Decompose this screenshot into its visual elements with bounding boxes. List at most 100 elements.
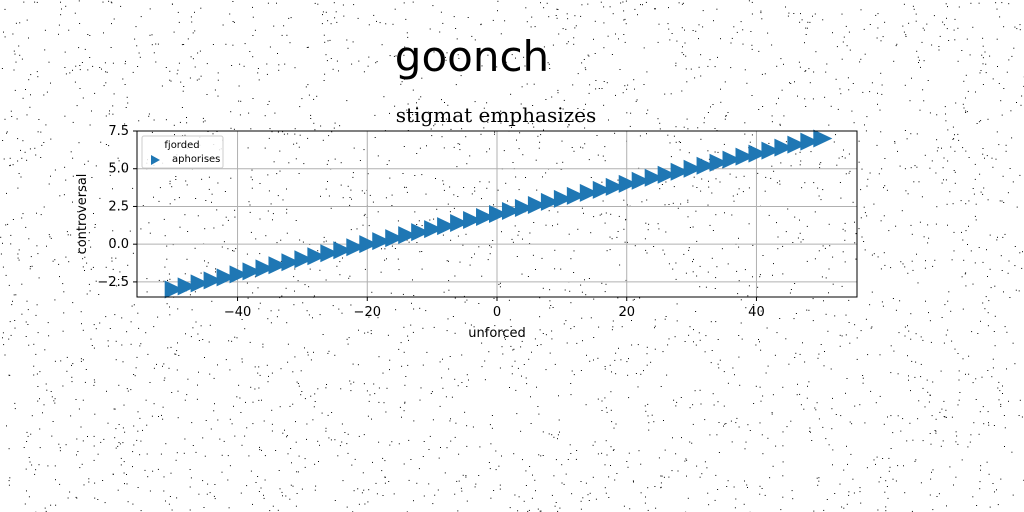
noise-dot (402, 173, 404, 174)
noise-dot (221, 471, 223, 473)
noise-dot (905, 36, 907, 37)
noise-dot (800, 13, 801, 15)
noise-dot (111, 2, 113, 4)
noise-dot (681, 437, 682, 439)
noise-dot (50, 138, 52, 140)
noise-dot (996, 131, 998, 133)
noise-dot (799, 21, 801, 23)
noise-dot (920, 336, 922, 338)
noise-dot (603, 104, 605, 106)
noise-dot (900, 261, 902, 263)
noise-dot (230, 111, 232, 113)
noise-dot (111, 23, 112, 25)
noise-dot (304, 458, 306, 460)
noise-dot (751, 13, 753, 15)
noise-dot (205, 200, 207, 201)
noise-dot (761, 434, 763, 436)
noise-dot (979, 481, 981, 483)
noise-dot (972, 26, 974, 28)
noise-dot (62, 385, 64, 387)
noise-dot (622, 1, 624, 3)
noise-dot (488, 181, 490, 183)
noise-dot (994, 285, 996, 287)
noise-dot (258, 387, 260, 389)
noise-dot (795, 352, 797, 354)
noise-dot (489, 424, 491, 426)
noise-dot (197, 215, 199, 217)
noise-dot (724, 212, 725, 214)
noise-dot (612, 13, 614, 15)
noise-dot (111, 257, 113, 259)
noise-dot (788, 363, 790, 365)
noise-dot (105, 71, 107, 73)
noise-dot (845, 314, 847, 316)
noise-dot (957, 60, 959, 62)
noise-dot (169, 306, 170, 308)
noise-dot (1008, 400, 1009, 402)
noise-dot (59, 447, 61, 449)
noise-dot (58, 24, 60, 26)
noise-dot (927, 242, 929, 244)
noise-dot (679, 149, 681, 151)
noise-dot (474, 39, 476, 41)
noise-dot (982, 153, 984, 155)
noise-dot (117, 157, 119, 159)
noise-dot (453, 207, 455, 209)
noise-dot (877, 13, 879, 15)
noise-dot (51, 435, 53, 437)
noise-dot (585, 294, 587, 296)
noise-dot (548, 63, 550, 65)
noise-dot (295, 421, 296, 423)
noise-dot (673, 399, 675, 401)
noise-dot (408, 339, 409, 341)
noise-dot (794, 216, 796, 218)
noise-dot (729, 173, 731, 175)
noise-dot (562, 161, 564, 163)
noise-dot (862, 375, 864, 376)
noise-dot (843, 469, 845, 471)
noise-dot (177, 342, 178, 344)
y-tick-label: 2.5 (108, 199, 129, 214)
noise-dot (204, 357, 205, 358)
noise-dot (847, 463, 848, 465)
noise-dot (731, 37, 733, 39)
noise-dot (367, 173, 369, 175)
noise-dot (852, 83, 854, 84)
noise-dot (613, 427, 615, 429)
noise-dot (0, 236, 2, 238)
data-point-triangle (489, 205, 508, 223)
noise-dot (429, 219, 431, 221)
noise-dot (643, 84, 645, 85)
noise-dot (581, 4, 583, 6)
noise-dot (98, 294, 100, 295)
noise-dot (190, 477, 192, 479)
noise-dot (77, 251, 79, 253)
noise-dot (633, 79, 635, 81)
noise-dot (493, 204, 494, 206)
noise-dot (797, 383, 798, 385)
noise-dot (751, 95, 753, 96)
noise-dot (915, 459, 917, 461)
noise-dot (511, 373, 513, 375)
noise-dot (647, 109, 649, 111)
noise-dot (439, 361, 441, 363)
noise-dot (861, 168, 863, 170)
noise-dot (416, 224, 418, 225)
noise-dot (953, 170, 955, 171)
noise-dot (222, 24, 224, 26)
noise-dot (378, 387, 380, 389)
noise-dot (644, 238, 646, 240)
noise-dot (515, 176, 517, 178)
noise-dot (765, 372, 767, 374)
noise-dot (595, 80, 597, 81)
noise-dot (227, 479, 229, 481)
noise-dot (677, 207, 679, 209)
noise-dot (500, 122, 502, 124)
noise-dot (0, 253, 2, 255)
noise-dot (60, 1, 61, 3)
noise-dot (646, 346, 648, 348)
noise-dot (954, 39, 956, 41)
noise-dot (959, 392, 961, 393)
noise-dot (581, 317, 583, 319)
